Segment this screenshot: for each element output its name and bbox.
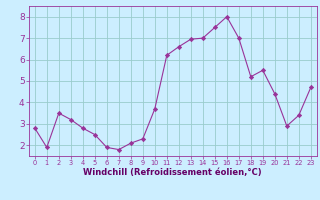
X-axis label: Windchill (Refroidissement éolien,°C): Windchill (Refroidissement éolien,°C) <box>84 168 262 177</box>
